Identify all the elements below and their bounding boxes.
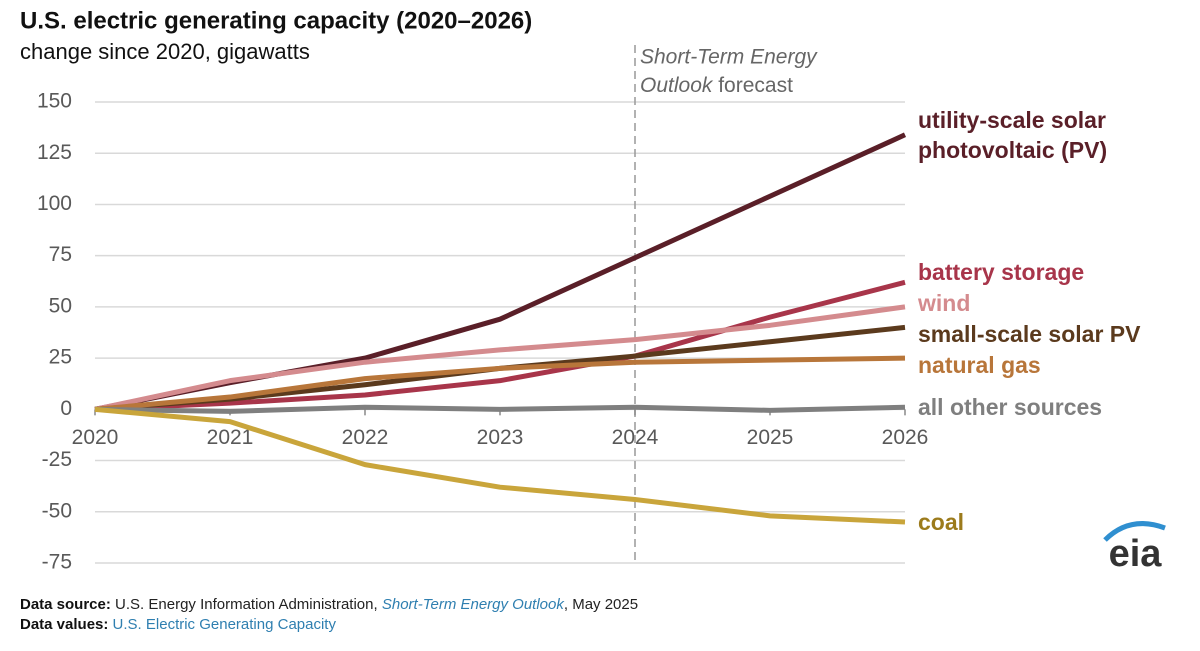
chart-title: U.S. electric generating capacity (2020–… xyxy=(20,7,532,34)
source-note: Data source: U.S. Energy Information Adm… xyxy=(20,596,638,613)
legend-label: utility-scale solar photovoltaic (PV) xyxy=(918,106,1108,163)
source-suffix: , May 2025 xyxy=(563,596,639,613)
series-line xyxy=(94,406,906,525)
source-label: Data source: xyxy=(20,596,111,613)
y-tick-label: 150 xyxy=(37,90,72,113)
series-line xyxy=(94,304,906,412)
legend-label: small-scale solar PV xyxy=(918,321,1141,348)
chart-subtitle: change since 2020, gigawatts xyxy=(20,39,310,64)
legend-label: battery storage xyxy=(918,259,1085,286)
legend-label: all other sources xyxy=(918,394,1103,421)
x-tick-label: 2022 xyxy=(342,426,389,449)
series-line xyxy=(94,279,906,412)
values-link[interactable]: U.S. Electric Generating Capacity xyxy=(112,616,336,633)
values-note: Data values: U.S. Electric Generating Ca… xyxy=(20,616,336,633)
x-tick-label: 2021 xyxy=(207,426,254,449)
y-tick-label: 25 xyxy=(49,346,72,369)
x-tick-label: 2025 xyxy=(747,426,794,449)
x-tick-label: 2023 xyxy=(477,426,524,449)
x-tick-label: 2024 xyxy=(612,426,659,449)
source-text: U.S. Energy Information Administration, xyxy=(115,596,382,613)
legend-label: coal xyxy=(918,509,965,536)
forecast-note: Short-Term Energy xyxy=(640,46,818,69)
y-tick-label: 75 xyxy=(49,243,72,266)
y-tick-label: -75 xyxy=(42,551,72,574)
values-label: Data values: xyxy=(20,616,109,633)
series-line xyxy=(94,355,906,412)
y-tick-label: 0 xyxy=(60,397,72,420)
source-link[interactable]: Short-Term Energy Outlook xyxy=(381,596,564,613)
y-tick-label: -25 xyxy=(42,448,72,471)
series-line xyxy=(94,404,906,414)
forecast-note: Outlook xyxy=(640,74,714,97)
forecast-note: forecast xyxy=(718,74,793,97)
forecast-note: Outlook forecast xyxy=(640,74,793,97)
x-tick-label: 2020 xyxy=(72,426,119,449)
y-tick-label: 100 xyxy=(37,192,72,215)
logo-swoosh xyxy=(1103,521,1166,542)
legend-label: natural gas xyxy=(918,352,1041,379)
logo: eia xyxy=(1109,533,1163,575)
y-tick-label: 125 xyxy=(37,141,72,164)
legend-label: wind xyxy=(918,290,971,317)
y-tick-label: -50 xyxy=(42,499,72,522)
x-tick-label: 2026 xyxy=(882,426,929,449)
y-tick-label: 50 xyxy=(49,294,72,317)
